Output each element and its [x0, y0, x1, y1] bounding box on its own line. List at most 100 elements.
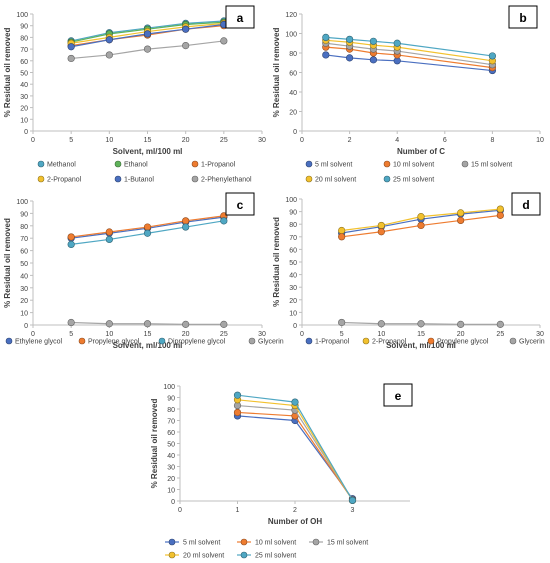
y-tick-label: 10 [20, 117, 28, 124]
x-tick-label: 4 [395, 137, 399, 144]
data-point [182, 223, 190, 231]
y-tick-label: 70 [167, 419, 175, 426]
data-point [338, 318, 346, 327]
data-point [143, 223, 152, 231]
legend-marker [37, 175, 45, 183]
y-tick-label: 20 [289, 298, 297, 305]
legend-marker [37, 160, 45, 168]
x-axis-title: Number of C [397, 147, 445, 156]
y-tick-label: 60 [289, 247, 297, 254]
legend: Ethylene glycol Propylene glycol Dipropyle… [5, 337, 284, 346]
legend-marker [114, 160, 122, 168]
legend: 5 ml solvent 10 ml solvent 15 ml solvent 20… [305, 160, 512, 184]
y-tick-label: 80 [289, 51, 297, 58]
legend-label: Ethanol [124, 162, 148, 169]
data-point [67, 233, 75, 241]
data-point [377, 228, 385, 236]
x-tick-label: 8 [490, 137, 494, 144]
x-tick-label: 30 [536, 331, 544, 338]
x-tick-label: 10 [377, 331, 385, 338]
legend-label: 20 ml solvent [183, 553, 224, 560]
x-tick-label: 2 [293, 507, 297, 514]
legend: Methanol Ethanol 1-Propanol 2-Propanol 1-But… [37, 160, 252, 184]
data-point [182, 41, 190, 50]
legend-marker [78, 337, 86, 345]
data-point [67, 318, 75, 327]
y-tick-label: 100 [285, 197, 297, 204]
y-tick-label: 50 [20, 71, 28, 78]
y-tick-label: 10 [20, 311, 28, 318]
data-point [496, 211, 504, 219]
y-tick-label: 40 [20, 273, 28, 280]
data-point [182, 25, 190, 33]
y-tick-label: 70 [289, 235, 297, 242]
x-tick-label: 15 [144, 137, 152, 144]
legend-marker [305, 337, 313, 345]
y-tick-label: 0 [293, 323, 297, 330]
y-tick-label: 50 [167, 442, 175, 449]
x-tick-label: 30 [258, 137, 266, 144]
legend-marker [461, 160, 469, 168]
y-tick-label: 10 [289, 310, 297, 317]
legend: 1-Propanol 2-Propanol Propylene glycol Glyc… [305, 337, 545, 346]
x-tick-label: 6 [443, 137, 447, 144]
y-tick-label: 20 [20, 298, 28, 305]
x-tick-label: 0 [178, 507, 182, 514]
y-tick-label: 80 [289, 222, 297, 229]
legend-label: 5 ml solvent [183, 540, 220, 547]
y-tick-label: 80 [20, 35, 28, 42]
data-point [182, 217, 190, 225]
y-tick-label: 80 [20, 224, 28, 231]
y-tick-label: 30 [289, 285, 297, 292]
y-tick-label: 20 [20, 106, 28, 113]
panel-label: a [237, 11, 244, 25]
y-axis-title: % Residual oil removed [150, 398, 159, 488]
data-point [377, 221, 385, 230]
y-tick-label: 100 [285, 32, 297, 39]
data-point [105, 235, 113, 244]
x-tick-label: 20 [182, 137, 190, 144]
legend-label: Glycerin [258, 339, 284, 346]
legend-label: Propylene glycol [437, 339, 489, 346]
legend-label: 1-Butanol [124, 177, 154, 184]
panel-label-box [508, 5, 538, 29]
legend-marker [383, 160, 391, 168]
data-point [220, 320, 228, 328]
y-tick-label: 70 [20, 47, 28, 54]
y-tick-label: 50 [289, 260, 297, 267]
y-tick-label: 60 [20, 249, 28, 256]
panel-label: e [395, 389, 402, 403]
legend-label: 15 ml solvent [327, 540, 368, 547]
legend-marker [248, 337, 256, 345]
chart-panel-d: 0 10 20 30 40 50 60 70 80 90 100 0 5 10 15 20 25 30 Solven… [272, 192, 545, 350]
panel-label: d [522, 198, 529, 212]
x-tick-label: 15 [144, 331, 152, 338]
x-tick-label: 0 [31, 331, 35, 338]
x-tick-label: 0 [31, 137, 35, 144]
x-tick-label: 3 [351, 507, 355, 514]
y-tick-label: 10 [167, 488, 175, 495]
legend-marker [240, 551, 248, 559]
legend-label: 2-Phenylethanol [201, 177, 252, 184]
legend-label: 20 ml solvent [315, 177, 356, 184]
panel-label-box [225, 192, 255, 216]
legend-label: Propylene glycol [88, 339, 140, 346]
data-point [233, 408, 242, 417]
x-tick-label: 5 [340, 331, 344, 338]
data-point [67, 43, 75, 51]
series-line [237, 411, 353, 501]
panel-label-box [225, 5, 255, 29]
x-tick-label: 0 [300, 331, 304, 338]
x-axis-title: Number of OH [268, 517, 322, 526]
y-tick-label: 50 [20, 261, 28, 268]
x-tick-label: 10 [536, 137, 544, 144]
data-point [143, 229, 152, 237]
y-axis-title: % Residual oil removed [3, 218, 12, 308]
data-point [143, 45, 152, 53]
x-tick-label: 25 [220, 137, 228, 144]
legend-marker [168, 538, 176, 546]
y-axis-title: % Residual oil removed [272, 217, 281, 307]
x-axis-title: Solvent, ml/100 ml [113, 147, 183, 156]
data-point [346, 54, 354, 62]
chart-panel-e: 0 10 20 30 40 50 60 70 80 90 100 0 1 2 3 Number of OH % … [150, 383, 413, 560]
